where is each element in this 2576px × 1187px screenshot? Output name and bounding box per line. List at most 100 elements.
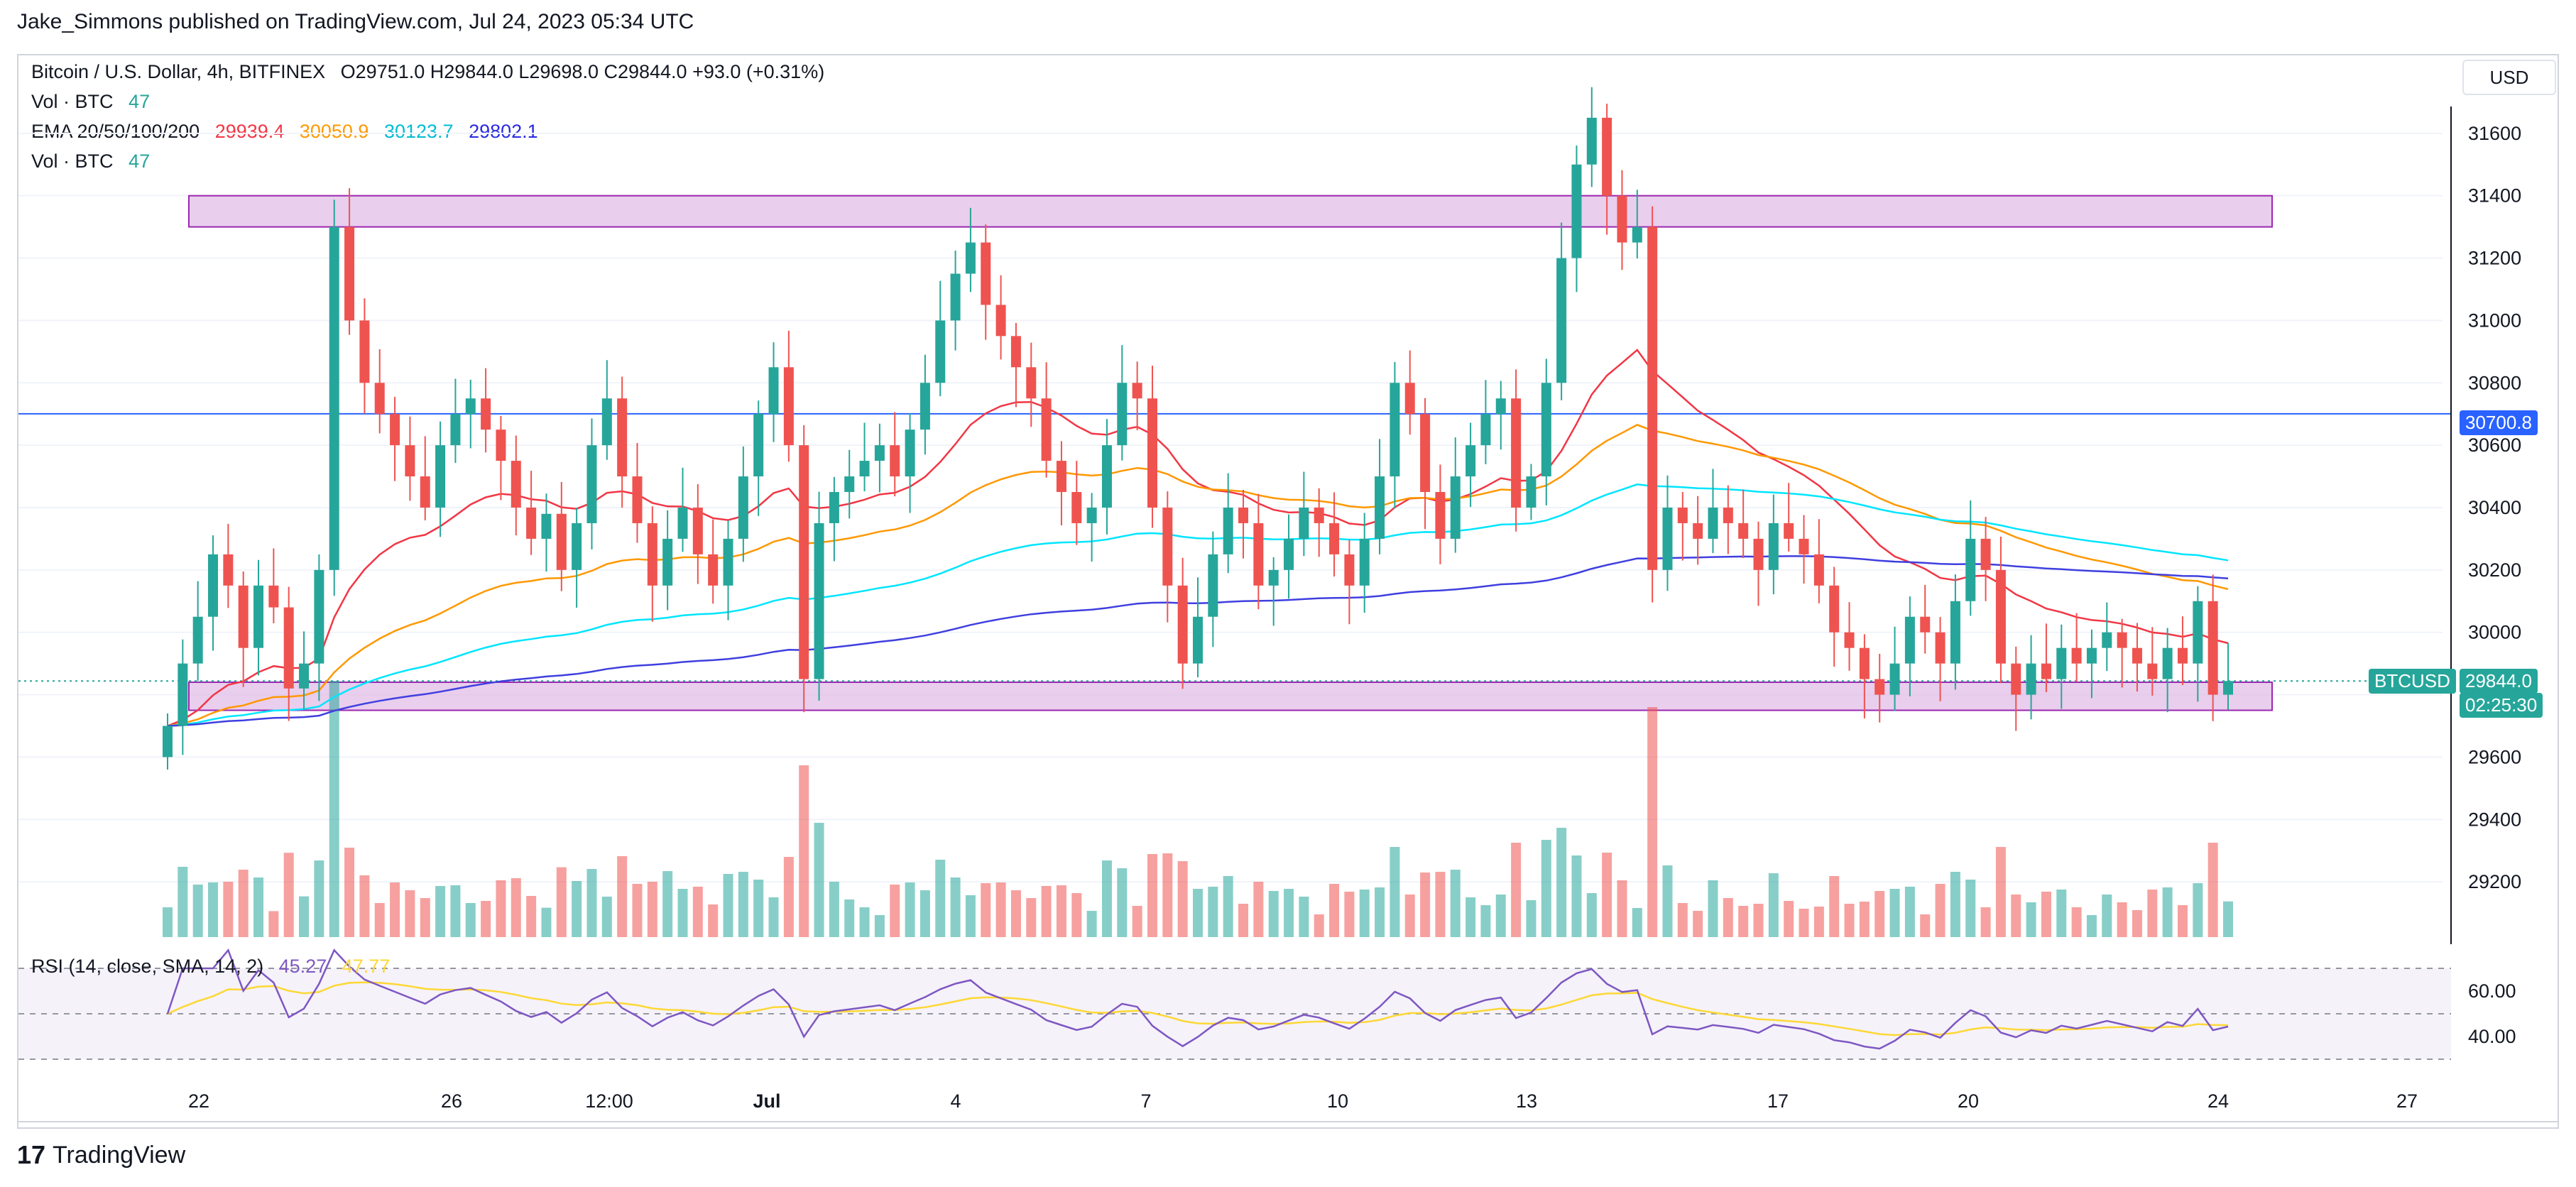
candle-body [1162, 507, 1173, 586]
volume-bar [723, 874, 733, 937]
candle-body [2162, 647, 2173, 679]
ema20-value: 29939.4 [214, 121, 285, 142]
volume-bar [1571, 855, 1582, 937]
ema100-line [167, 483, 2229, 727]
candle-body [1299, 507, 1309, 539]
volume-bar [1799, 909, 1809, 937]
volume-label[interactable]: Vol · BTC [31, 91, 114, 112]
rsi-pane: 40.00 60.00 [18, 948, 2516, 1060]
volume-bar [799, 765, 809, 937]
candle-body [1010, 336, 1021, 368]
volume-bar [1344, 892, 1355, 937]
candle-body [1177, 585, 1188, 664]
candle-body [1904, 616, 1915, 664]
candle-body [481, 398, 491, 430]
rsi-tick-label: 60.00 [2468, 980, 2516, 1002]
y-tick-label: 30400 [2468, 497, 2521, 518]
candle-body [1784, 523, 1794, 539]
volume-bar [844, 899, 855, 937]
volume-bar [2056, 890, 2067, 937]
y-tick-label: 31600 [2468, 123, 2521, 144]
candle-body [935, 320, 946, 383]
candles [163, 87, 2233, 770]
volume-bar [283, 853, 294, 937]
volume-bar [1420, 873, 1431, 937]
footer-brand[interactable]: 17 TradingView [17, 1140, 185, 1170]
support-zone [188, 681, 2273, 711]
candle-body [1101, 445, 1112, 508]
volume-bar [1693, 911, 1703, 937]
symbol-title[interactable]: Bitcoin / U.S. Dollar, 4h, BITFINEX [31, 61, 326, 82]
volume-bar [2011, 895, 2021, 937]
volume-bar [2162, 887, 2173, 937]
x-tick-label: 12:00 [585, 1090, 633, 1112]
currency-button[interactable]: USD [2462, 60, 2556, 95]
volume-bar [995, 882, 1006, 937]
candle-body [541, 513, 552, 539]
volume-bar [556, 867, 567, 937]
candle-body [283, 607, 294, 689]
volume-bar [1980, 907, 1991, 937]
candle-body [647, 523, 657, 586]
volume-bar [1904, 887, 1915, 937]
candle-body [405, 445, 415, 477]
ema-label[interactable]: EMA 20/50/100/200 [31, 121, 200, 142]
volume-bar [1284, 889, 1294, 937]
candle-body [874, 445, 885, 461]
volume-bar [1662, 865, 1673, 937]
rsi-label[interactable]: RSI (14, close, SMA, 14, 2) [31, 956, 264, 977]
volume-bar [344, 848, 355, 937]
volume-bar [420, 898, 430, 937]
volume-bar [1147, 854, 1157, 937]
candle-body [981, 242, 991, 305]
candle-body [1329, 523, 1340, 554]
volume-bar [874, 915, 885, 937]
candle-body [2193, 601, 2203, 664]
volume-bar [662, 871, 673, 937]
candle-body [192, 616, 203, 664]
volume-bar [647, 882, 657, 937]
candle-body [526, 507, 537, 539]
candle-body [511, 461, 521, 508]
candle-body [344, 226, 355, 321]
candle-body [1556, 258, 1567, 383]
volume-bar [359, 875, 370, 937]
candle-body [2071, 647, 2082, 664]
candle-body [1435, 492, 1446, 539]
volume-bar [496, 880, 506, 937]
rsi-sma-value: 47.77 [342, 956, 391, 977]
x-tick-label: 20 [1958, 1090, 1979, 1112]
x-tick-label: 24 [2207, 1090, 2229, 1112]
candle-body [723, 538, 733, 586]
volume-bar [450, 885, 461, 937]
volume-bar [677, 889, 688, 937]
volume-bar [299, 896, 310, 937]
volume-bar [1435, 872, 1446, 937]
candle-body [753, 414, 764, 477]
candle-body [617, 398, 628, 477]
volume-bar [2117, 902, 2127, 937]
volume-bar [1950, 872, 1960, 937]
volume-bar [1844, 904, 1855, 937]
volume-label-2[interactable]: Vol · BTC [31, 151, 114, 172]
volume-bar [1299, 897, 1309, 937]
volume-bar [919, 890, 930, 937]
candle-body [1480, 414, 1491, 446]
volume-bar [981, 883, 991, 937]
legend-volume-row-2: Vol · BTC 47 [31, 151, 160, 173]
volume-bar [1026, 898, 1037, 937]
candle-body [1708, 507, 1718, 539]
candle-body [1193, 616, 1203, 664]
volume-bar [1010, 890, 1021, 937]
volume-bar [223, 882, 234, 937]
candle-body [450, 414, 461, 446]
x-tick-label: 10 [1327, 1090, 1348, 1112]
candle-body [662, 538, 673, 586]
volume-bar [1586, 893, 1597, 937]
volume-bar [1723, 898, 1733, 937]
candle-body [163, 726, 173, 757]
chart-frame[interactable] [17, 54, 2559, 1129]
resistance-zone [188, 195, 2273, 228]
